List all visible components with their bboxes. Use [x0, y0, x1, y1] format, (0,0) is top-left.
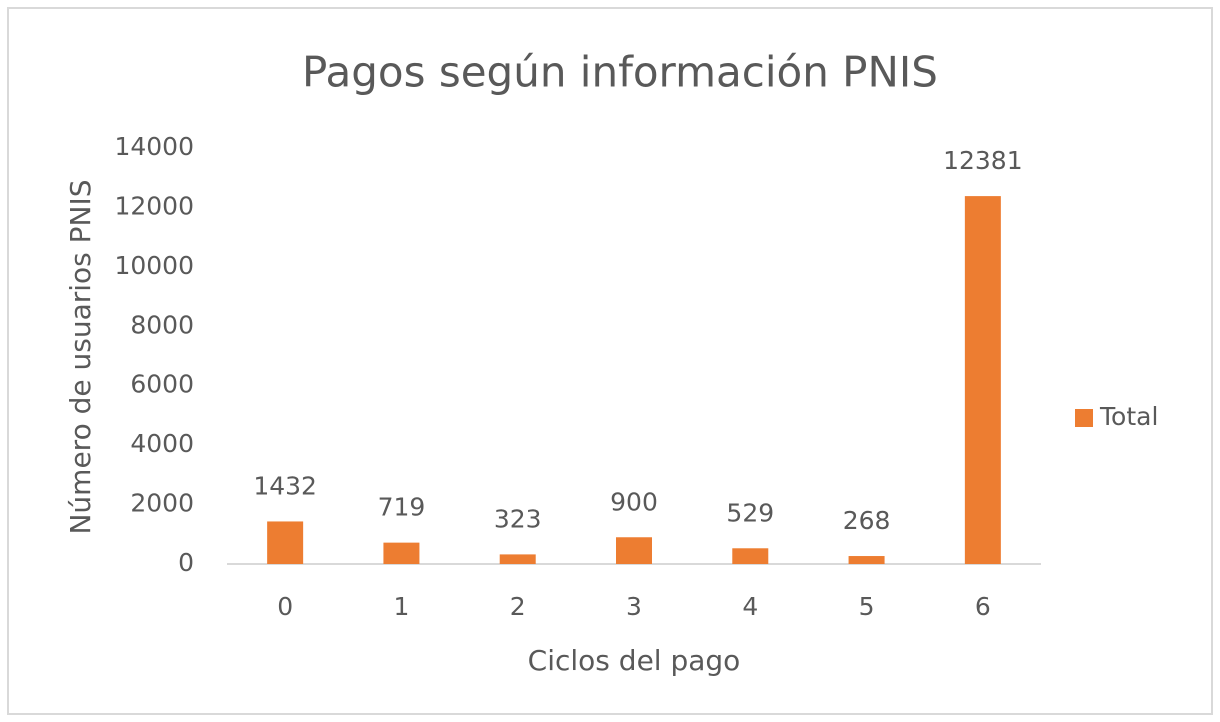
y-axis-label: Número de usuarios PNIS: [64, 179, 97, 534]
data-label: 323: [494, 504, 542, 533]
legend-swatch: [1075, 409, 1093, 427]
x-tick-label: 5: [859, 592, 875, 621]
bar: [616, 537, 652, 564]
y-tick-label: 8000: [130, 310, 194, 339]
data-label: 268: [843, 506, 891, 535]
data-label: 529: [726, 498, 774, 527]
y-tick-label: 14000: [114, 132, 194, 161]
data-label: 900: [610, 487, 658, 516]
bar: [732, 548, 769, 564]
y-tick-label: 6000: [130, 370, 194, 399]
y-tick-label: 2000: [130, 489, 194, 518]
data-label: 1432: [253, 471, 317, 500]
x-axis-label: Ciclos del pago: [528, 644, 741, 677]
data-label: 12381: [943, 146, 1023, 175]
chart-title: Pagos según información PNIS: [302, 48, 938, 97]
bar: [383, 542, 420, 564]
bar: [964, 196, 1001, 564]
bar: [848, 556, 885, 564]
x-tick-label: 6: [975, 592, 991, 621]
y-tick-label: 10000: [114, 251, 194, 280]
bar: [499, 554, 536, 564]
x-tick-label: 0: [277, 592, 293, 621]
y-tick-label: 12000: [114, 191, 194, 220]
data-label: 719: [378, 493, 426, 522]
x-tick-label: 3: [626, 592, 642, 621]
bar: [267, 521, 304, 564]
chart-border: [7, 7, 1213, 715]
y-tick-label: 0: [178, 548, 194, 577]
y-tick-label: 4000: [130, 429, 194, 458]
x-tick-label: 4: [742, 592, 758, 621]
legend-label: Total: [1099, 402, 1158, 431]
x-tick-label: 2: [510, 592, 526, 621]
x-tick-label: 1: [393, 592, 409, 621]
